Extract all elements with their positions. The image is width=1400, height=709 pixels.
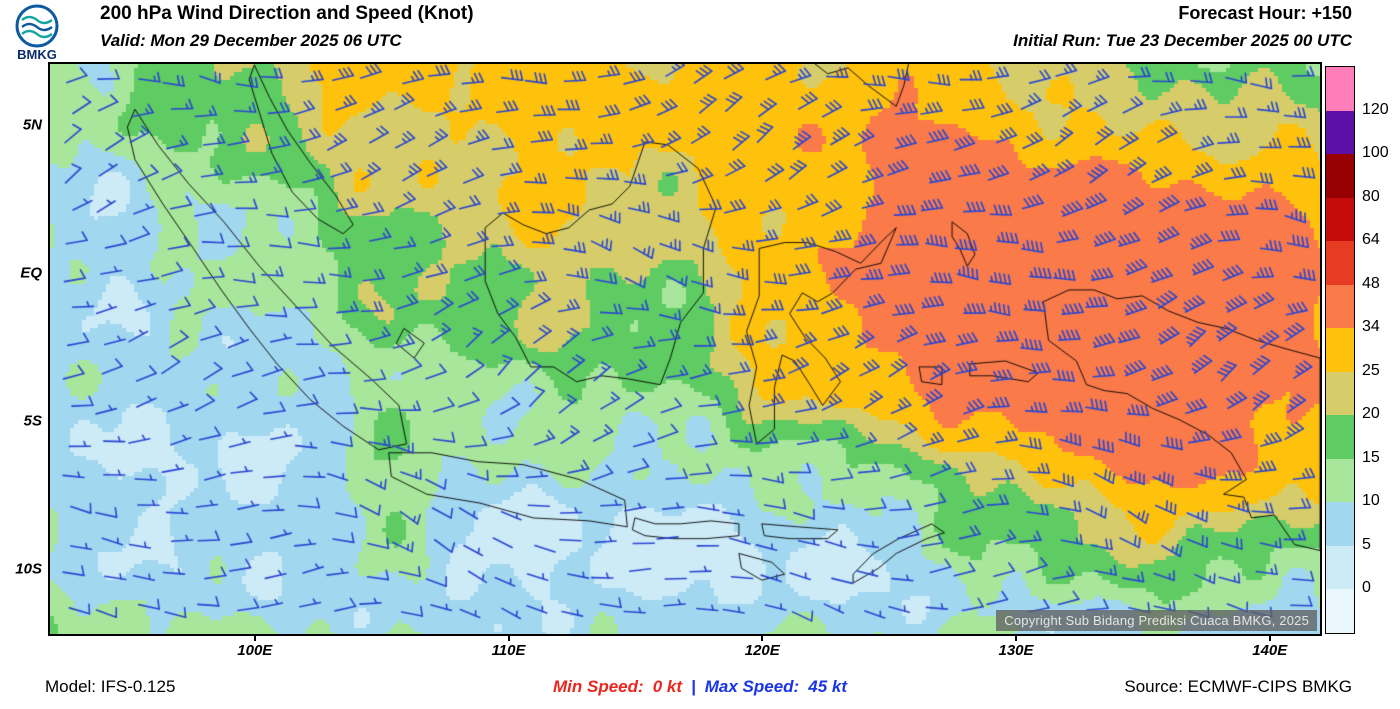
lat-label: 10S (15, 560, 42, 578)
colorbar-band (1326, 241, 1354, 285)
colorbar-tick-label: 64 (1362, 231, 1380, 249)
speed-separator: | (690, 677, 696, 696)
source-label: Source: ECMWF-CIPS BMKG (1124, 677, 1352, 696)
colorbar-band (1326, 502, 1354, 546)
max-speed-value: 45 kt (808, 677, 847, 696)
colorbar-tick-label: 34 (1362, 318, 1380, 336)
min-speed-value: 0 kt (652, 677, 682, 696)
lon-tick (1268, 634, 1271, 641)
colorbar-tick-label: 48 (1362, 274, 1380, 292)
valid-time: Valid: Mon 29 December 2025 06 UTC (100, 31, 402, 50)
lon-label: 140E (1252, 642, 1288, 659)
initial-run: Initial Run: Tue 23 December 2025 00 UTC (1013, 31, 1352, 50)
colorbar-band (1326, 415, 1354, 459)
speed-colorbar (1325, 66, 1355, 634)
colorbar-tick-label: 80 (1362, 187, 1380, 205)
map-frame: Copyright Sub Bidang Prediksi Cuaca BMKG… (48, 62, 1322, 636)
max-speed-label: Max Speed: (704, 677, 800, 696)
lat-label: 5S (23, 412, 42, 430)
bmkg-logo-text: BMKG (17, 47, 57, 62)
lon-label: 110E (491, 642, 526, 659)
lon-tick (761, 634, 764, 641)
colorbar-band (1326, 371, 1354, 416)
min-speed-label: Min Speed: (553, 677, 644, 696)
colorbar-tick-label: 15 (1362, 448, 1380, 466)
bmkg-logo-icon: BMKG (15, 4, 59, 62)
lon-label: 100E (237, 642, 273, 659)
colorbar-band (1326, 589, 1354, 633)
colorbar-band (1326, 284, 1354, 329)
page-title: 200 hPa Wind Direction and Speed (Knot) (100, 3, 474, 24)
wind-map-canvas (50, 64, 1320, 634)
colorbar-band (1326, 154, 1354, 198)
colorbar-tick-label: 10 (1362, 492, 1380, 510)
bmkg-logo: BMKG (8, 2, 66, 62)
lon-tick (1015, 634, 1018, 641)
model-label: Model: IFS-0.125 (45, 677, 176, 696)
copyright-badge: Copyright Sub Bidang Prediksi Cuaca BMKG… (996, 610, 1317, 631)
colorbar-tick-label: 5 (1362, 535, 1371, 553)
colorbar-tick-label: 20 (1362, 405, 1380, 423)
min-max-speed-line: Min Speed: 0 kt | Max Speed: 45 kt (553, 677, 847, 697)
lon-label: 120E (744, 642, 780, 659)
colorbar-band (1326, 328, 1354, 372)
lon-tick (507, 634, 510, 641)
colorbar-tick-label: 120 (1362, 100, 1389, 118)
colorbar-band (1326, 458, 1354, 503)
colorbar-band (1326, 545, 1354, 590)
colorbar-band (1326, 197, 1354, 242)
colorbar-tick-label: 100 (1362, 144, 1389, 162)
forecast-hour: Forecast Hour: +150 (1178, 3, 1352, 23)
colorbar-tick-label: 0 (1362, 579, 1371, 597)
colorbar-band (1326, 67, 1354, 111)
colorbar-band (1326, 110, 1354, 155)
lat-label: 5N (22, 116, 42, 134)
lon-label: 130E (998, 642, 1034, 659)
lat-label: EQ (20, 264, 42, 282)
colorbar-tick-label: 25 (1362, 361, 1380, 379)
lon-tick (253, 634, 256, 641)
